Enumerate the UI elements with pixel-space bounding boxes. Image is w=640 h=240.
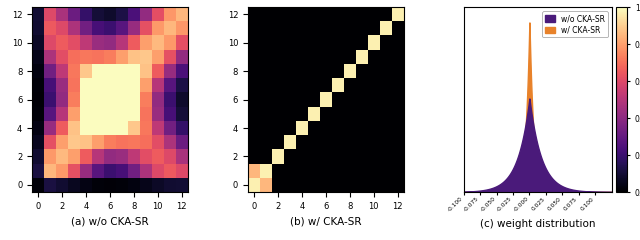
X-axis label: (a) w/o CKA-SR: (a) w/o CKA-SR — [71, 216, 148, 226]
Legend: w/o CKA-SR, w/ CKA-SR: w/o CKA-SR, w/ CKA-SR — [542, 11, 608, 37]
X-axis label: (c) weight distribution: (c) weight distribution — [480, 219, 595, 229]
X-axis label: (b) w/ CKA-SR: (b) w/ CKA-SR — [290, 216, 362, 226]
